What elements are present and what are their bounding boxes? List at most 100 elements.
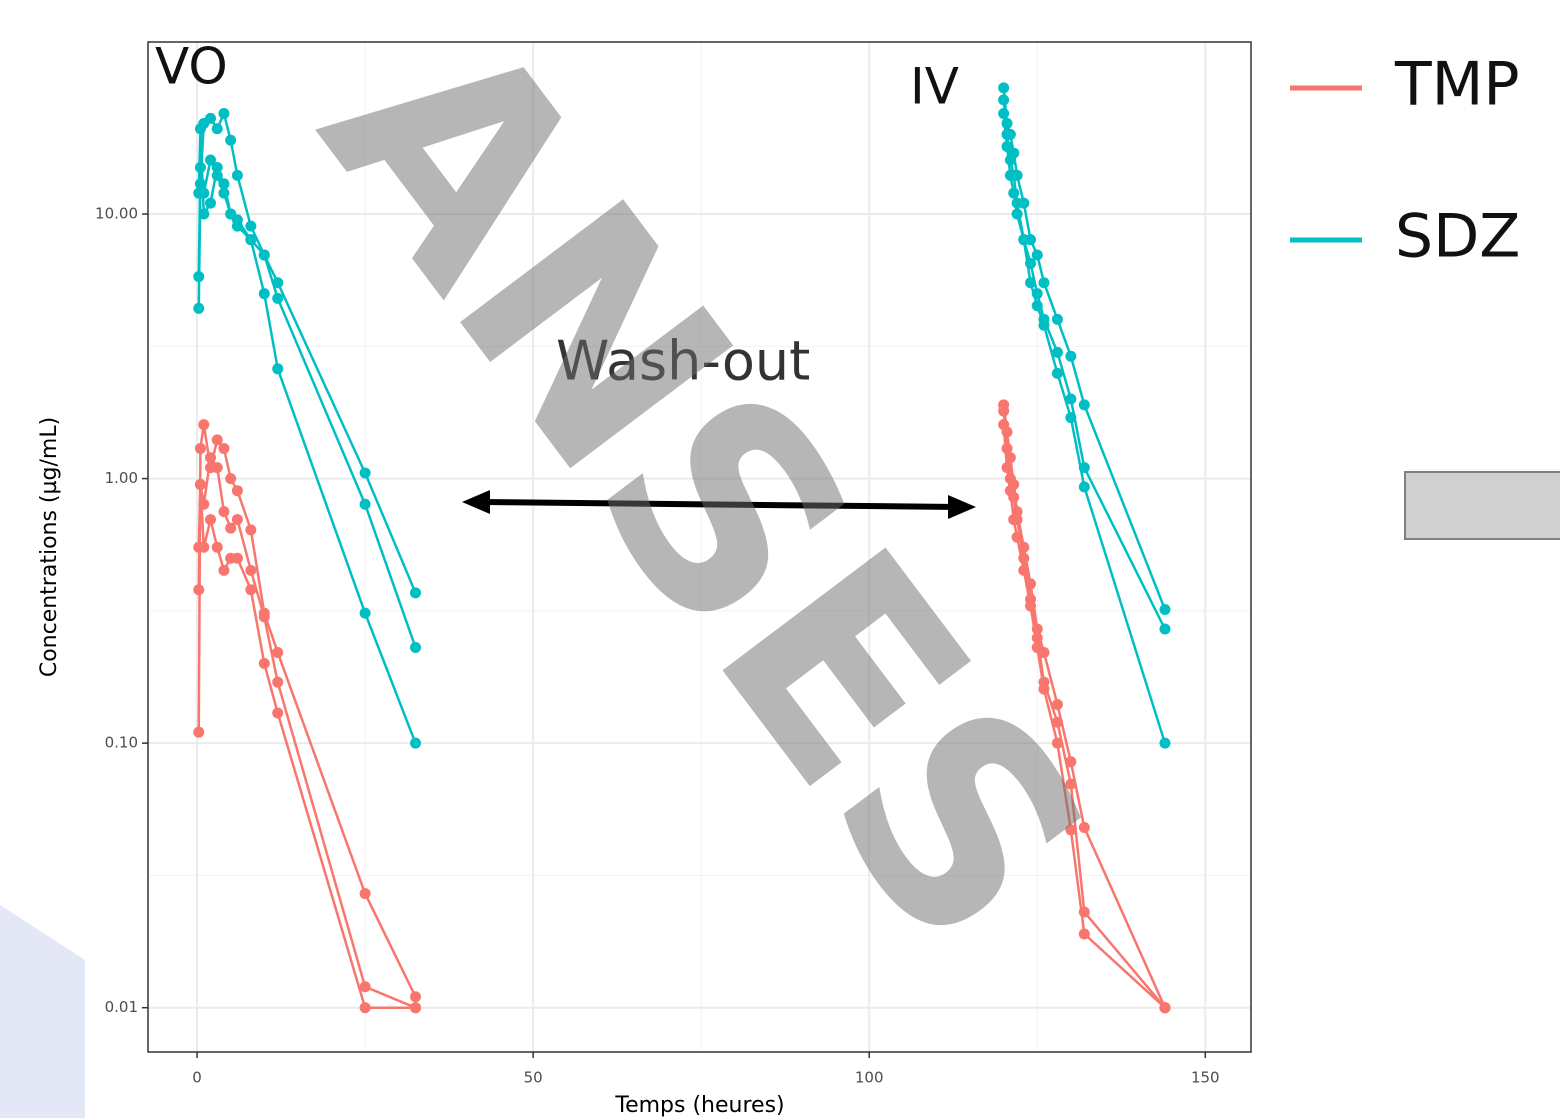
- data-point: [194, 478, 206, 490]
- data-point: [1031, 300, 1043, 312]
- data-point: [1051, 346, 1063, 358]
- decor: [0, 905, 85, 1118]
- data-point: [1001, 141, 1013, 153]
- data-point: [1004, 169, 1016, 181]
- data-point: [193, 302, 205, 314]
- data-point: [1025, 600, 1037, 612]
- data-point: [998, 82, 1010, 94]
- x-tick-label: 100: [855, 1069, 884, 1087]
- data-point: [231, 214, 243, 226]
- data-point: [1159, 737, 1171, 749]
- data-point: [1065, 350, 1077, 362]
- data-point: [231, 169, 243, 181]
- data-point: [211, 541, 223, 553]
- x-tick-label: 150: [1191, 1069, 1220, 1087]
- data-point: [1078, 821, 1090, 833]
- data-point: [205, 452, 217, 464]
- x-tick-label: 50: [524, 1069, 543, 1087]
- annotation: IV: [910, 58, 959, 116]
- data-point: [1008, 514, 1020, 526]
- data-point: [245, 524, 257, 536]
- data-point: [359, 607, 371, 619]
- y-tick-label: 1.00: [105, 469, 138, 487]
- y-tick-label: 0.10: [105, 734, 138, 752]
- data-point: [1031, 641, 1043, 653]
- data-point: [245, 220, 257, 232]
- data-point: [1031, 249, 1043, 261]
- data-point: [211, 161, 223, 173]
- data-point: [1018, 234, 1030, 246]
- data-point: [198, 208, 210, 220]
- data-point: [1004, 485, 1016, 497]
- data-point: [198, 541, 210, 553]
- data-point: [218, 564, 230, 576]
- plot: 0 50 100 150 0.01 0.10 1.00 10.00: [95, 41, 1252, 1087]
- data-point: [1038, 683, 1050, 695]
- x-tick-label: 0: [192, 1069, 202, 1087]
- decor-box: [1404, 471, 1560, 540]
- data-point: [998, 94, 1010, 106]
- data-point: [1078, 928, 1090, 940]
- data-point: [1065, 412, 1077, 424]
- data-point: [359, 981, 371, 993]
- plot-background: [148, 42, 1251, 1052]
- data-point: [410, 641, 422, 653]
- data-point: [198, 419, 210, 431]
- data-point: [193, 584, 205, 596]
- data-point: [211, 123, 223, 135]
- data-point: [1001, 462, 1013, 474]
- data-point: [1038, 319, 1050, 331]
- data-point: [258, 249, 270, 261]
- data-point: [194, 442, 206, 454]
- data-point: [272, 292, 284, 304]
- data-point: [258, 611, 270, 623]
- data-point: [1065, 393, 1077, 405]
- data-point: [231, 485, 243, 497]
- data-point: [359, 888, 371, 900]
- data-point: [1065, 756, 1077, 768]
- data-point: [1051, 313, 1063, 325]
- data-point: [1025, 277, 1037, 289]
- annotation: Wash-out: [556, 330, 810, 393]
- legend-label: TMP: [1394, 50, 1520, 120]
- data-point: [225, 473, 237, 485]
- data-point: [205, 112, 217, 124]
- data-point: [1051, 698, 1063, 710]
- data-point: [1008, 187, 1020, 199]
- data-point: [410, 737, 422, 749]
- data-point: [1011, 208, 1023, 220]
- data-point: [1051, 716, 1063, 728]
- arrow: [462, 490, 976, 519]
- data-point: [1065, 778, 1077, 790]
- data-point: [258, 288, 270, 300]
- data-point: [1004, 154, 1016, 166]
- data-point: [205, 154, 217, 166]
- data-point: [272, 363, 284, 375]
- data-point: [272, 647, 284, 659]
- data-point: [1011, 531, 1023, 543]
- data-point: [245, 564, 257, 576]
- data-point: [231, 514, 243, 526]
- y-axis-label: Concentrations (µg/mL): [37, 417, 62, 677]
- data-point: [194, 123, 206, 135]
- data-point: [359, 498, 371, 510]
- data-point: [211, 434, 223, 446]
- data-point: [205, 514, 217, 526]
- data-point: [225, 134, 237, 146]
- data-point: [218, 178, 230, 190]
- data-point: [410, 1002, 422, 1014]
- data-point: [245, 584, 257, 596]
- data-point: [1051, 737, 1063, 749]
- data-point: [1159, 1002, 1171, 1014]
- data-point: [218, 107, 230, 119]
- data-point: [359, 1002, 371, 1014]
- data-point: [193, 726, 205, 738]
- data-point: [218, 506, 230, 518]
- data-point: [998, 405, 1010, 417]
- data-point: [272, 676, 284, 688]
- data-point: [193, 271, 205, 283]
- data-point: [258, 658, 270, 670]
- data-point: [211, 462, 223, 474]
